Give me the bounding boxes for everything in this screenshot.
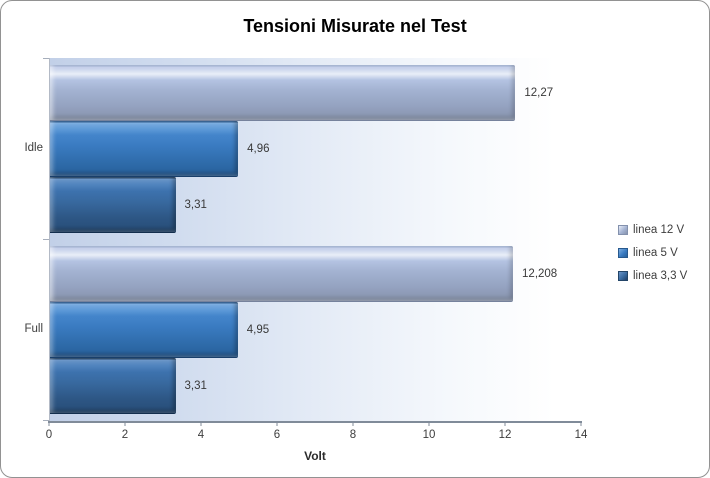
- legend-item-linea-3-3v[interactable]: linea 3,3 V: [618, 270, 687, 282]
- x-tick-label: 6: [273, 429, 281, 441]
- legend-swatch-linea-3-3v-icon: [618, 271, 628, 281]
- category-label-full: Full: [24, 323, 43, 335]
- bar-row: 12,27: [50, 64, 581, 121]
- x-axis-title: Volt: [304, 449, 326, 463]
- bar-row: 3,31: [50, 358, 581, 415]
- category-label-idle: Idle: [24, 142, 43, 154]
- x-tick-label: 4: [197, 429, 205, 441]
- x-tick-label: 14: [574, 429, 588, 441]
- data-label-idle-3-3v: 3,31: [184, 198, 207, 211]
- data-label-full-12v: 12,208: [522, 268, 558, 281]
- plot-area: 12,27 4,96 3,31 12,208 4,95 3,31: [49, 58, 581, 421]
- category-group-full: 12,208 4,95 3,31: [50, 240, 581, 422]
- x-tick-label: 0: [45, 429, 53, 441]
- chart-title: Tensioni Misurate nel Test: [243, 16, 467, 36]
- x-tick-label: 10: [422, 429, 436, 441]
- legend-item-linea-5v[interactable]: linea 5 V: [618, 247, 687, 259]
- legend-swatch-linea-5v-icon: [618, 248, 628, 258]
- data-label-full-3-3v: 3,31: [184, 380, 207, 393]
- data-label-idle-5v: 4,96: [247, 142, 270, 155]
- bar-full-linea-12v[interactable]: [50, 246, 514, 303]
- bar-row: 3,31: [50, 176, 581, 233]
- legend-swatch-linea-12v-icon: [618, 225, 628, 235]
- data-label-idle-12v: 12,27: [524, 86, 554, 99]
- bar-idle-linea-12v[interactable]: [50, 64, 516, 121]
- x-axis-tick-marks: [48, 422, 582, 427]
- legend-label: linea 12 V: [633, 224, 685, 236]
- x-tick-label: 12: [498, 429, 512, 441]
- x-axis-tick-labels: 0 2 4 6 8 10 12 14: [45, 429, 588, 443]
- bar-full-linea-5v[interactable]: [50, 302, 238, 359]
- legend: linea 12 V linea 5 V linea 3,3 V: [618, 224, 687, 282]
- data-label-full-5v: 4,95: [246, 324, 270, 337]
- bar-idle-linea-3-3v[interactable]: [50, 176, 176, 233]
- x-tick-label: 8: [349, 429, 357, 441]
- legend-label: linea 3,3 V: [633, 270, 688, 282]
- bar-full-linea-3-3v[interactable]: [50, 358, 176, 415]
- bar-row: 12,208: [50, 246, 581, 303]
- bar-row: 4,95: [50, 302, 581, 359]
- x-axis-line: [48, 421, 582, 423]
- bar-row: 4,96: [50, 120, 581, 177]
- legend-item-linea-12v[interactable]: linea 12 V: [618, 224, 687, 236]
- category-group-idle: 12,27 4,96 3,31: [50, 58, 581, 240]
- bar-idle-linea-5v[interactable]: [50, 120, 239, 177]
- x-tick-label: 2: [121, 429, 129, 441]
- legend-label: linea 5 V: [633, 247, 678, 259]
